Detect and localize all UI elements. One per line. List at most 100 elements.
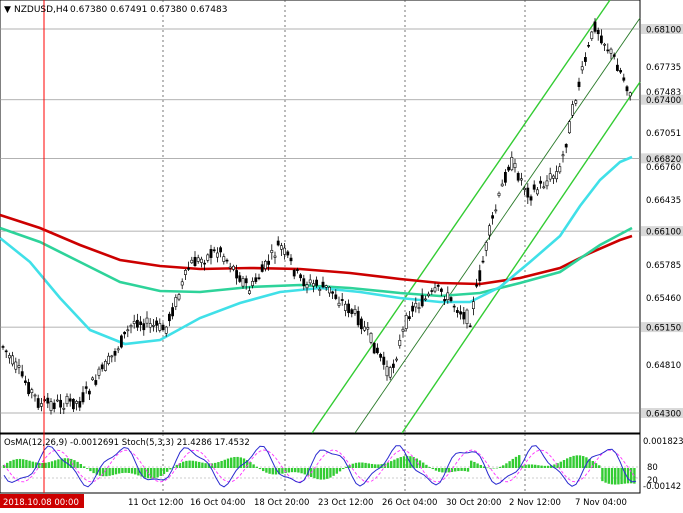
ma-red-line bbox=[0, 213, 633, 286]
price-tag-bg bbox=[641, 322, 683, 333]
candle-body bbox=[404, 315, 408, 329]
osma-bar bbox=[617, 468, 620, 485]
osma-bar bbox=[162, 468, 166, 475]
osma-bar bbox=[57, 459, 60, 468]
osma-bar bbox=[479, 465, 482, 468]
osma-bar bbox=[300, 468, 303, 474]
indicator-tick: 80 bbox=[647, 463, 658, 473]
candle-body bbox=[526, 187, 530, 198]
candle-body bbox=[276, 240, 280, 246]
osma-bar bbox=[50, 461, 54, 468]
osma-bar bbox=[476, 463, 479, 468]
candle-body bbox=[222, 256, 226, 262]
time-label: 7 Nov 04:00 bbox=[575, 498, 627, 508]
osma-bar bbox=[444, 468, 447, 473]
osma-bar bbox=[268, 468, 271, 474]
candle-body bbox=[366, 327, 370, 330]
candle-body bbox=[545, 180, 549, 187]
candle-body bbox=[535, 189, 539, 195]
osma-bar bbox=[15, 459, 18, 468]
candle-body bbox=[411, 305, 415, 312]
candle-body bbox=[561, 154, 565, 157]
osma-bar bbox=[489, 468, 492, 469]
osma-bar bbox=[614, 468, 617, 485]
time-axis[interactable]: 2018.10.08 00:00 11 Oct 12:00 16 Oct 04:… bbox=[0, 494, 627, 508]
symbol-timeframe: NZDUSD,H4 bbox=[14, 5, 69, 15]
candle-body bbox=[49, 401, 53, 411]
candle-body bbox=[606, 49, 610, 52]
osma-bar bbox=[124, 468, 127, 473]
candle-body bbox=[302, 278, 306, 287]
osma-bar bbox=[514, 456, 518, 468]
price-pane[interactable] bbox=[0, 0, 641, 434]
osma-bar bbox=[598, 465, 601, 468]
candle-body bbox=[286, 251, 290, 256]
osma-bar bbox=[396, 458, 399, 468]
candle-body bbox=[52, 402, 56, 409]
price-tag-label: 0.67400 bbox=[646, 96, 681, 106]
candle-body bbox=[88, 390, 91, 395]
osma-bar bbox=[322, 468, 326, 480]
candle-body bbox=[136, 319, 139, 328]
candle-body bbox=[436, 284, 440, 287]
candle-body bbox=[187, 267, 191, 270]
candle-body bbox=[375, 347, 379, 354]
candle-body bbox=[590, 31, 594, 39]
candle-body bbox=[555, 171, 559, 180]
symbol-dropdown-icon[interactable]: ▼ bbox=[4, 5, 11, 15]
candle-body bbox=[244, 278, 248, 284]
candle-body bbox=[235, 270, 239, 279]
price-tick: 0.64810 bbox=[646, 361, 681, 371]
osma-bar bbox=[102, 468, 105, 477]
price-axis[interactable]: 0.67735 0.67051 0.66760 0.66435 0.65785 … bbox=[646, 63, 681, 371]
candle-body bbox=[484, 242, 488, 251]
osma-bar bbox=[550, 465, 553, 468]
indicator-pane[interactable] bbox=[0, 433, 641, 494]
osma-bar bbox=[559, 461, 562, 468]
candle-body bbox=[292, 269, 296, 277]
osma-bar bbox=[434, 468, 438, 471]
osma-bar bbox=[425, 464, 428, 468]
osma-bar bbox=[290, 468, 294, 473]
osma-bar bbox=[198, 461, 201, 468]
candle-body bbox=[8, 355, 11, 359]
osma-bar bbox=[130, 468, 134, 474]
candle-body bbox=[539, 180, 543, 184]
candle-body bbox=[171, 307, 175, 317]
candle-body bbox=[516, 173, 520, 181]
osma-bar bbox=[572, 455, 575, 468]
osma-bar bbox=[370, 463, 374, 468]
osma-bar bbox=[169, 468, 172, 470]
candle-body bbox=[72, 398, 75, 410]
osma-bar bbox=[252, 464, 255, 468]
candle-body bbox=[209, 249, 213, 258]
candle-body bbox=[430, 290, 434, 292]
candle-body bbox=[452, 305, 456, 308]
candle-body bbox=[334, 294, 338, 299]
osma-bar bbox=[518, 455, 521, 468]
osma-bar bbox=[390, 461, 393, 468]
indicator-tick: -0.00142 bbox=[643, 482, 681, 492]
osma-bar bbox=[406, 455, 409, 468]
osma-bar bbox=[143, 468, 146, 478]
osma-bar bbox=[31, 461, 34, 468]
osma-bar bbox=[226, 458, 230, 468]
osma-bar bbox=[575, 455, 578, 468]
candle-body bbox=[491, 215, 495, 219]
candle-body bbox=[161, 324, 165, 331]
osma-bar bbox=[329, 468, 332, 478]
crosshair-time-tag bbox=[0, 494, 84, 508]
osma-bar bbox=[578, 455, 582, 468]
candle-body bbox=[68, 398, 72, 402]
osma-bar bbox=[556, 463, 559, 468]
osma-bar bbox=[319, 468, 322, 480]
osma-bar bbox=[466, 468, 470, 472]
channel-mid bbox=[354, 17, 641, 434]
stoch-main-line bbox=[3, 445, 637, 488]
osma-bar bbox=[358, 462, 361, 468]
candle-body bbox=[200, 258, 203, 263]
candle-body bbox=[446, 292, 450, 300]
indicator-title: OsMA(12,26,9) -0.0012691 Stoch(5,3,3) 21… bbox=[4, 438, 250, 448]
osma-bar bbox=[274, 468, 278, 475]
